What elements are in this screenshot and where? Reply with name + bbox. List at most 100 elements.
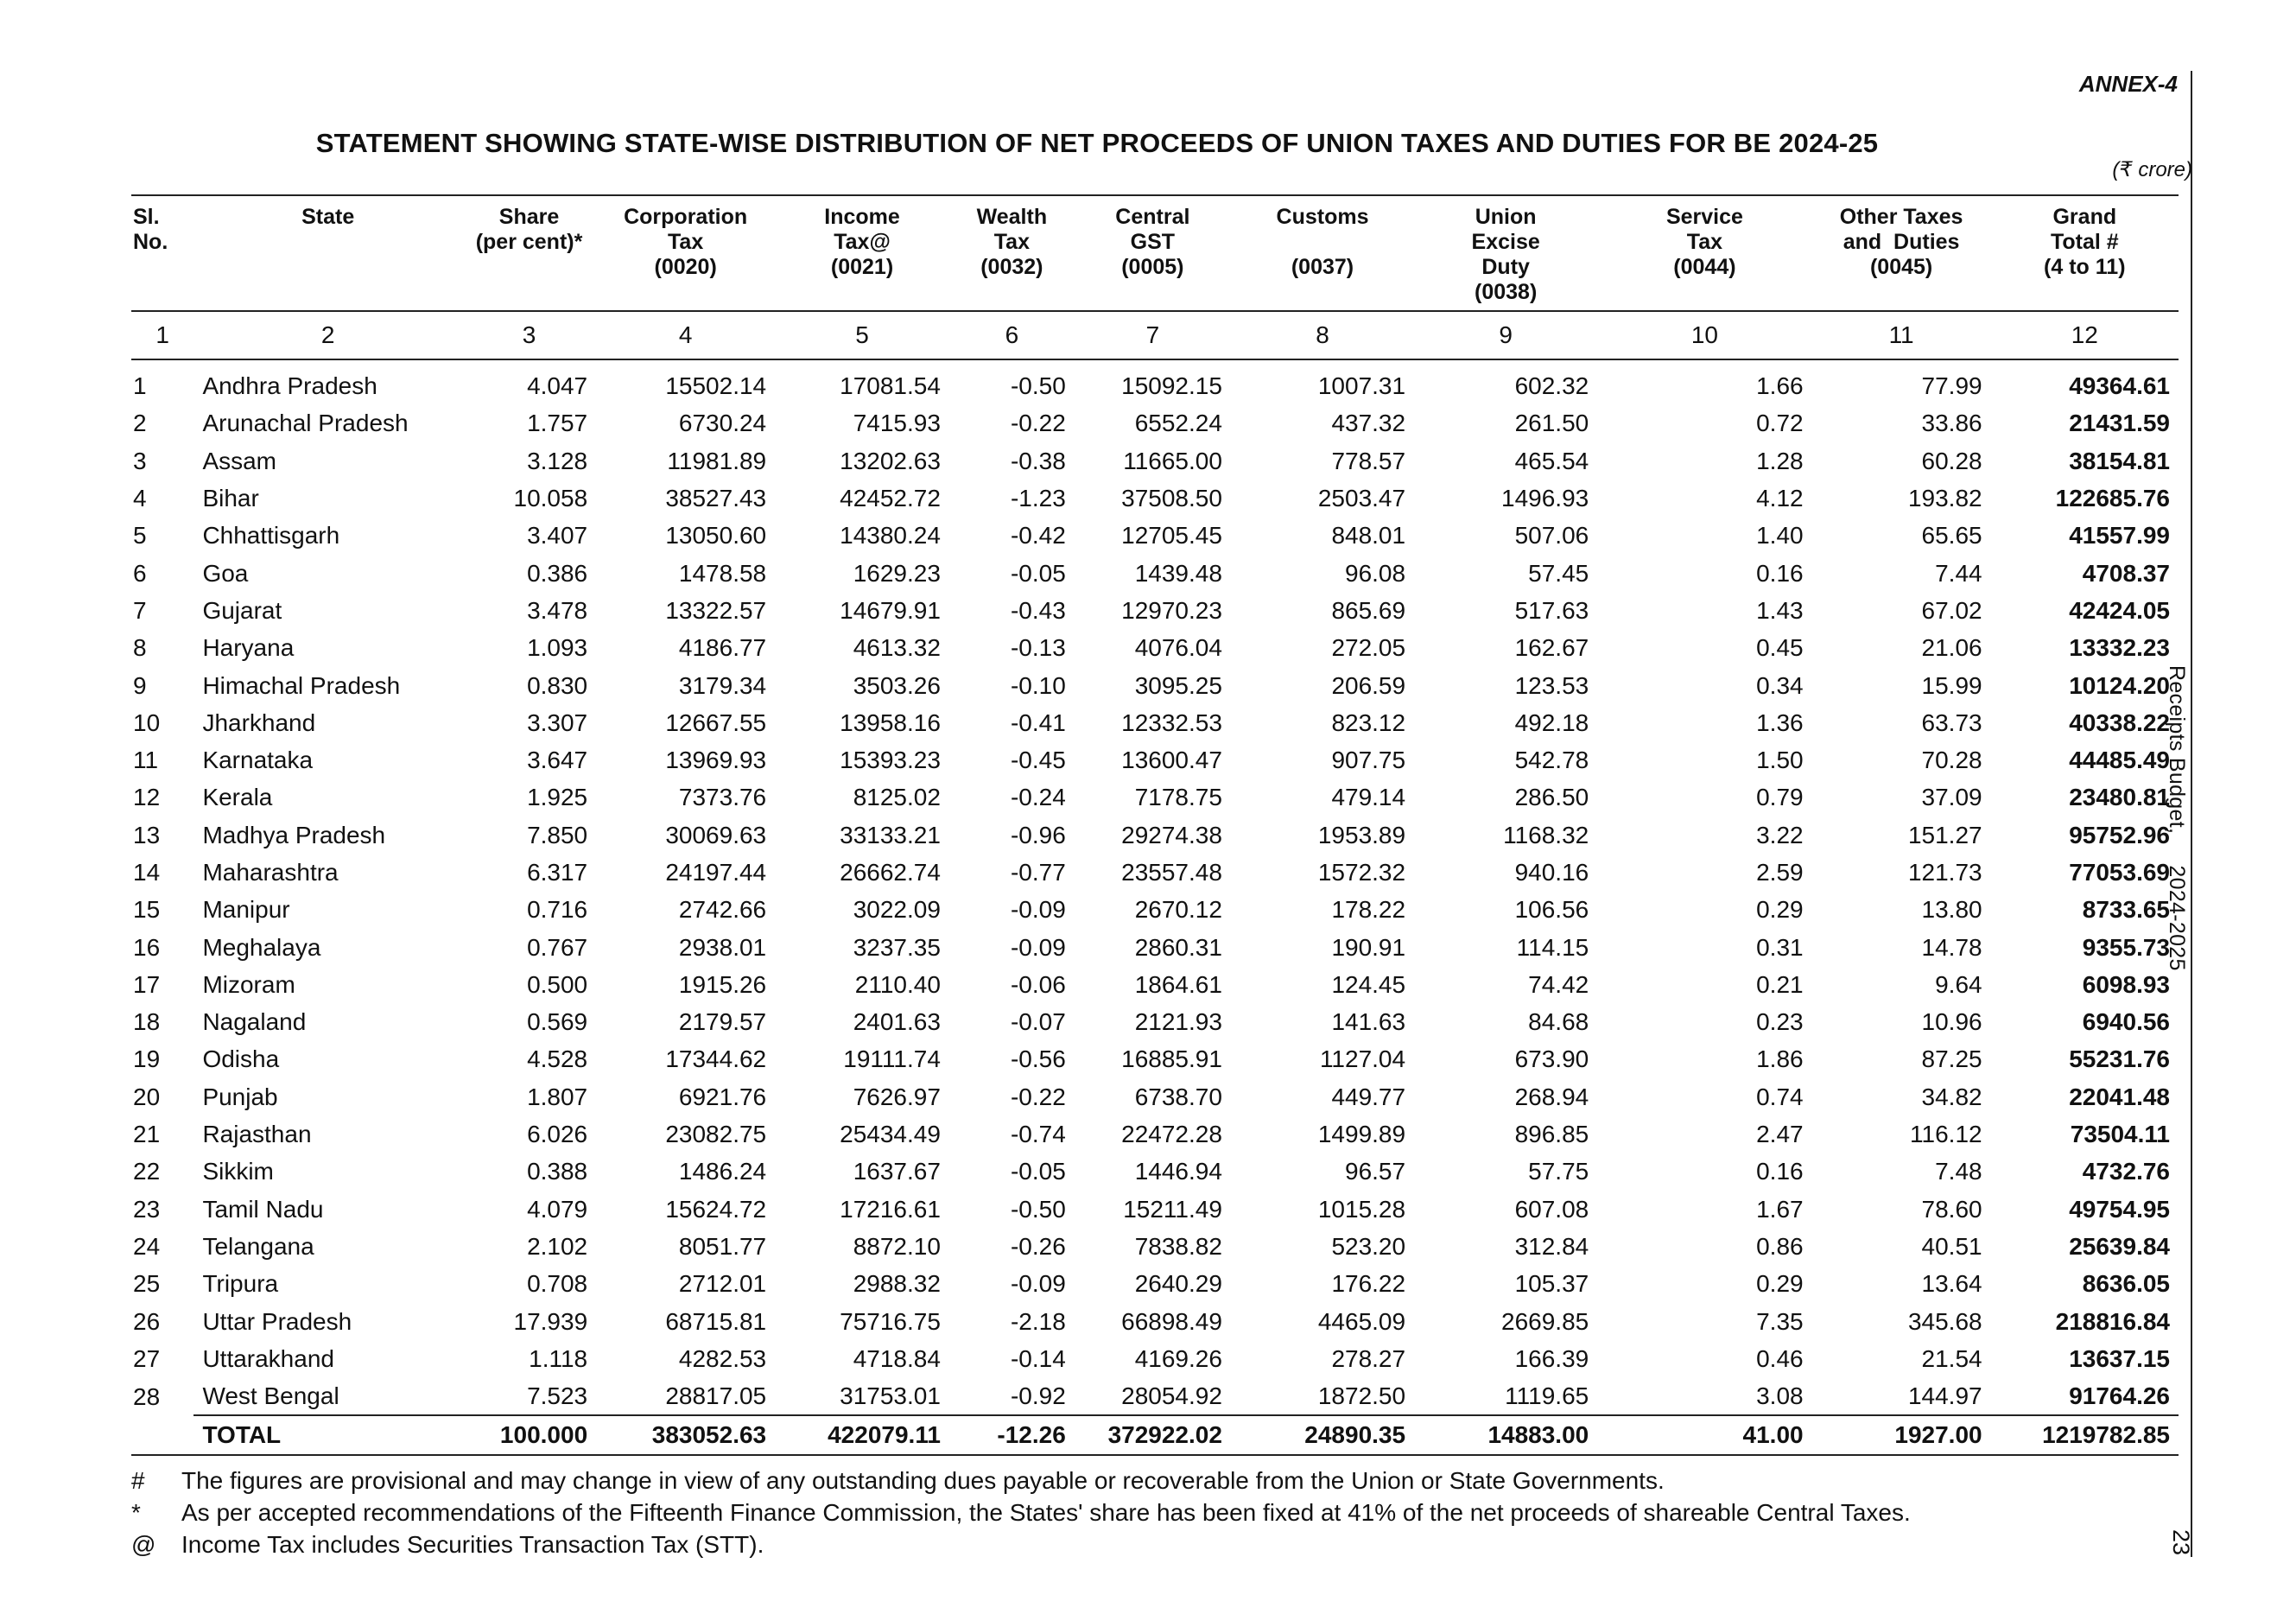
value-cell: 6.026: [527, 1121, 588, 1148]
table-row: 23 Tamil Nadu 4.079 15624.72 17216.61 -0.50 15…: [131, 1191, 2179, 1228]
total-value-cell: 100.000: [461, 1414, 597, 1457]
value-cell: -0.07: [1010, 1008, 1066, 1036]
serial-number: 6: [133, 559, 147, 587]
grand-total-cell: 4708.37: [2082, 559, 2170, 587]
footnote: @ Income Tax includes Securities Transact…: [131, 1528, 1911, 1560]
value-cell: 479.14: [1331, 784, 1406, 811]
state-name: Manipur: [202, 896, 290, 924]
footnotes: # The figures are provisional and may cha…: [131, 1465, 1911, 1560]
value-cell: 21.54: [1921, 1344, 1982, 1372]
value-cell: 33133.21: [840, 821, 941, 848]
value-cell: 17216.61: [840, 1195, 941, 1223]
value-cell: 3.08: [1756, 1382, 1804, 1410]
value-cell: 13322.57: [665, 596, 767, 624]
value-cell: 1.40: [1756, 522, 1804, 550]
value-cell: 66898.49: [1121, 1307, 1222, 1335]
value-cell: 6738.70: [1134, 1083, 1222, 1110]
value-cell: 6552.24: [1134, 410, 1222, 437]
state-name: Tamil Nadu: [202, 1195, 324, 1223]
serial-number: 23: [133, 1195, 161, 1223]
value-cell: 6921.76: [678, 1083, 767, 1110]
state-name: Gujarat: [202, 596, 282, 624]
total-value-cell: 372922.02: [1074, 1414, 1231, 1457]
value-cell: 166.39: [1514, 1344, 1589, 1372]
value-cell: 1446.94: [1134, 1158, 1222, 1185]
value-cell: 4076.04: [1134, 634, 1222, 662]
value-cell: 0.23: [1756, 1008, 1804, 1036]
value-cell: 12705.45: [1121, 522, 1222, 550]
value-cell: 0.29: [1756, 896, 1804, 924]
value-cell: 15211.49: [1123, 1195, 1222, 1223]
serial-number: 26: [133, 1307, 161, 1335]
value-cell: 6.317: [527, 859, 588, 886]
value-cell: 70.28: [1921, 747, 1982, 774]
value-cell: 268.94: [1514, 1083, 1589, 1110]
value-cell: 28054.92: [1121, 1382, 1222, 1410]
value-cell: 2640.29: [1134, 1270, 1222, 1298]
value-cell: 144.97: [1907, 1382, 1982, 1410]
value-cell: 8872.10: [853, 1232, 941, 1260]
total-value-cell: 41.00: [1597, 1414, 1812, 1457]
value-cell: 33.86: [1921, 410, 1982, 437]
value-cell: 2.47: [1756, 1121, 1804, 1148]
table-row: 1 Andhra Pradesh 4.047 15502.14 17081.54 -0.5…: [131, 359, 2179, 404]
value-cell: 37.09: [1921, 784, 1982, 811]
grand-total-cell: 41557.99: [2069, 522, 2170, 550]
value-cell: 3503.26: [853, 671, 941, 699]
value-cell: 1.43: [1756, 596, 1804, 624]
column-header-5: Income Tax@ (0021): [775, 194, 949, 312]
value-cell: -0.14: [1010, 1344, 1066, 1372]
value-cell: 78.60: [1921, 1195, 1982, 1223]
value-cell: 34.82: [1921, 1083, 1982, 1110]
value-cell: 121.73: [1907, 859, 1982, 886]
value-cell: 0.31: [1756, 933, 1804, 961]
grand-total-cell: 8636.05: [2082, 1270, 2170, 1298]
value-cell: 0.86: [1756, 1232, 1804, 1260]
serial-number: 25: [133, 1270, 161, 1298]
column-number: 9: [1414, 311, 1598, 360]
value-cell: 465.54: [1514, 447, 1589, 474]
column-header-9: Union Excise Duty (0038): [1414, 194, 1598, 312]
table-row: 16 Meghalaya 0.767 2938.01 3237.35 -0.09 2860.…: [131, 928, 2179, 965]
state-name: Uttar Pradesh: [202, 1307, 352, 1335]
grand-total-cell: 6098.93: [2082, 970, 2170, 998]
serial-number: 18: [133, 1008, 161, 1036]
serial-number: 28: [133, 1382, 161, 1410]
table-row: 10 Jharkhand 3.307 12667.55 13958.16 -0.41 123…: [131, 704, 2179, 741]
value-cell: 13969.93: [665, 747, 767, 774]
value-cell: 3022.09: [853, 896, 941, 924]
value-cell: 312.84: [1514, 1232, 1589, 1260]
serial-number: 16: [133, 933, 161, 961]
value-cell: 4186.77: [678, 634, 767, 662]
table-row: 7 Gujarat 3.478 13322.57 14679.91 -0.43 12970.…: [131, 592, 2179, 629]
value-cell: 68715.81: [665, 1307, 767, 1335]
value-cell: 7.523: [527, 1382, 588, 1410]
grand-total-cell: 218816.84: [2055, 1307, 2170, 1335]
value-cell: 3179.34: [678, 671, 767, 699]
grand-total-cell: 23480.81: [2069, 784, 2170, 811]
value-cell: 14679.91: [840, 596, 941, 624]
value-cell: 7373.76: [678, 784, 767, 811]
state-name: Himachal Pradesh: [202, 671, 401, 699]
value-cell: 13.64: [1921, 1270, 1982, 1298]
value-cell: 517.63: [1514, 596, 1589, 624]
value-cell: 865.69: [1331, 596, 1406, 624]
value-cell: 25434.49: [840, 1121, 941, 1148]
state-name: Haryana: [202, 634, 295, 662]
value-cell: 14380.24: [840, 522, 941, 550]
total-blank-cell: [131, 1415, 194, 1457]
value-cell: 492.18: [1514, 709, 1589, 736]
value-cell: 151.27: [1907, 821, 1982, 848]
value-cell: 84.68: [1528, 1008, 1589, 1036]
state-name: Mizoram: [202, 970, 295, 998]
value-cell: 42452.72: [840, 485, 941, 512]
value-cell: 13202.63: [840, 447, 941, 474]
table-row: 27 Uttarakhand 1.118 4282.53 4718.84 -0.14 416…: [131, 1340, 2179, 1377]
state-name: Telangana: [202, 1232, 314, 1260]
total-value-cell: 383052.63: [596, 1414, 776, 1457]
value-cell: 87.25: [1921, 1045, 1982, 1073]
value-cell: 4613.32: [853, 634, 941, 662]
page-number: 23: [2168, 1529, 2194, 1556]
value-cell: 2179.57: [678, 1008, 767, 1036]
grand-total-cell: 38154.81: [2069, 447, 2170, 474]
